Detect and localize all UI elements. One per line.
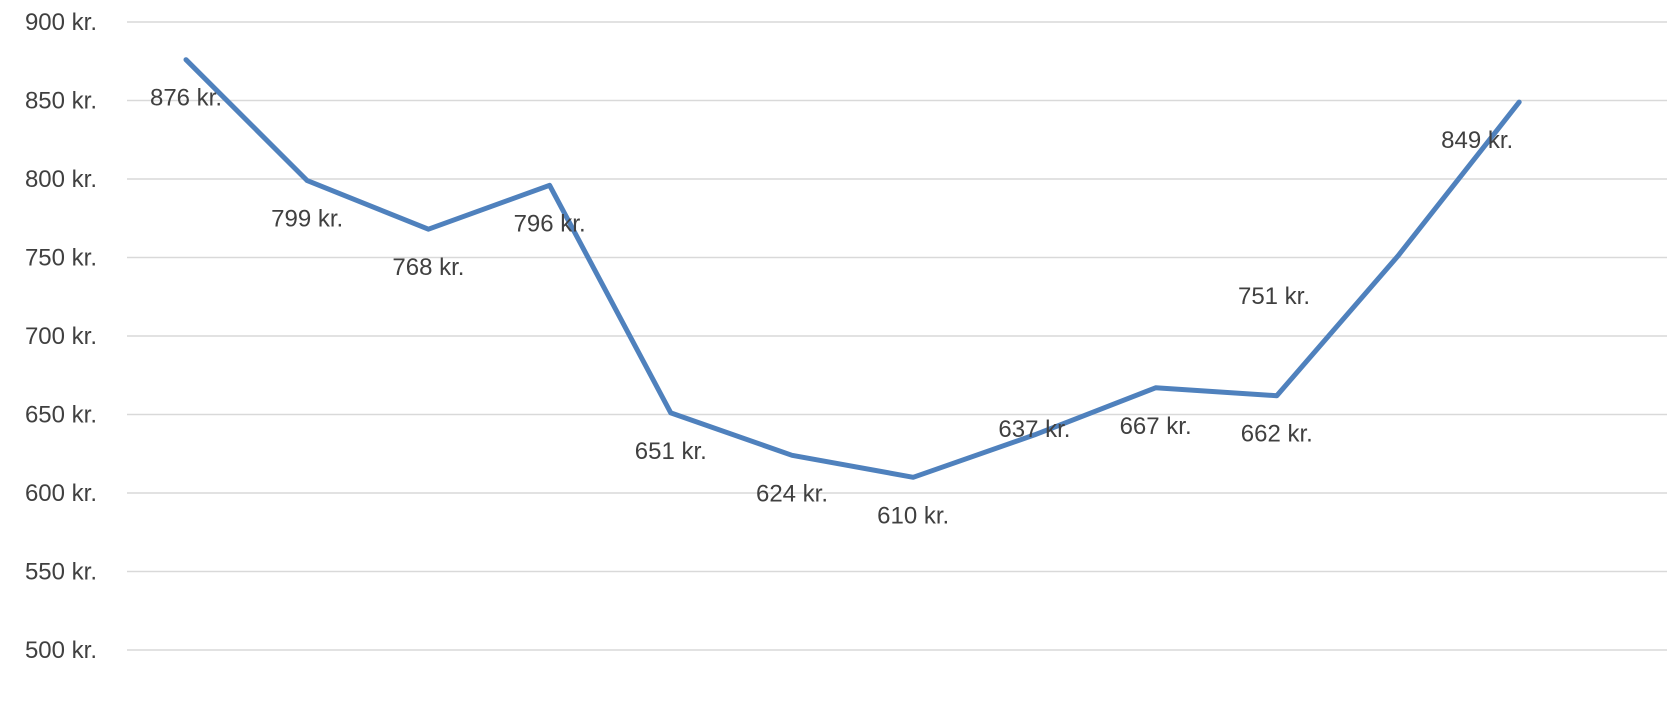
data-label: 751 kr. (1238, 283, 1310, 310)
y-tick-label: 750 kr. (25, 245, 97, 272)
data-label: 799 kr. (271, 206, 343, 233)
data-label: 849 kr. (1441, 127, 1513, 154)
series-layer (183, 57, 1522, 480)
y-tick-label: 900 kr. (25, 9, 97, 36)
y-tick-label: 550 kr. (25, 559, 97, 586)
data-label: 768 kr. (392, 254, 464, 281)
data-label: 876 kr. (150, 85, 222, 112)
y-tick-label: 850 kr. (25, 88, 97, 115)
data-labels: 876 kr. 799 kr. 768 kr. 796 kr. 651 kr. 624 k… (150, 85, 1513, 530)
data-label: 796 kr. (514, 210, 586, 237)
y-tick-label: 500 kr. (25, 637, 97, 664)
y-tick-label: 600 kr. (25, 480, 97, 507)
data-label: 610 kr. (877, 502, 949, 529)
y-tick-label: 700 kr. (25, 323, 97, 350)
y-tick-label: 650 kr. (25, 402, 97, 429)
data-label: 662 kr. (1241, 421, 1313, 448)
gridlines (127, 21, 1667, 651)
data-label: 637 kr. (998, 416, 1070, 443)
y-axis-ticks: 500 kr. 550 kr. 600 kr. 650 kr. 700 kr. 750 k… (25, 9, 97, 664)
data-label: 651 kr. (635, 438, 707, 465)
data-label: 667 kr. (1120, 413, 1192, 440)
y-tick-label: 800 kr. (25, 166, 97, 193)
data-label: 624 kr. (756, 480, 828, 507)
series-line (183, 57, 1522, 480)
